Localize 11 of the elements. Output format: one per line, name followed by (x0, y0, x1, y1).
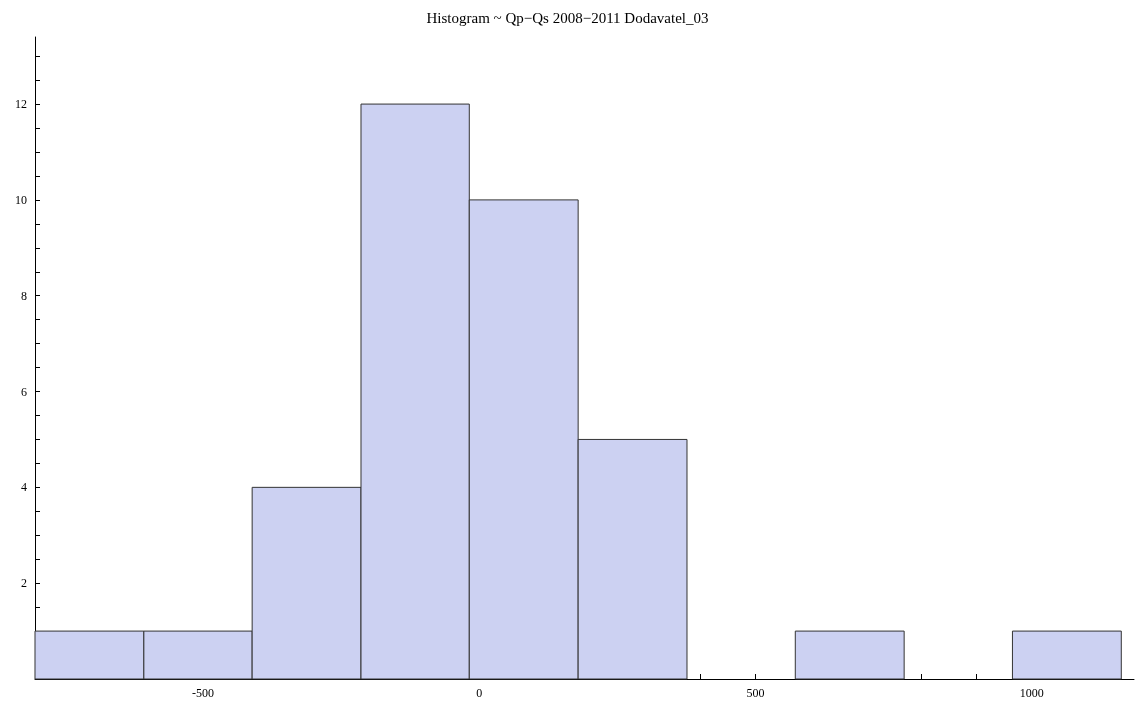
x-tick-label: -500 (191, 686, 214, 700)
y-tick-label: 4 (21, 480, 27, 495)
y-tick-label: 2 (21, 576, 27, 591)
y-tick-label: 6 (21, 384, 27, 399)
chart-title: Histogram ~ Qp−Qs 2008−2011 Dodavatel_03 (426, 9, 709, 26)
x-tick-label: 1000 (1019, 686, 1044, 700)
x-tick-label: 500 (746, 686, 765, 700)
y-tick-label: 10 (15, 192, 27, 207)
x-tick-label: 0 (476, 686, 483, 700)
y-tick-label: 12 (15, 97, 27, 112)
y-tick-label: 8 (21, 288, 27, 303)
